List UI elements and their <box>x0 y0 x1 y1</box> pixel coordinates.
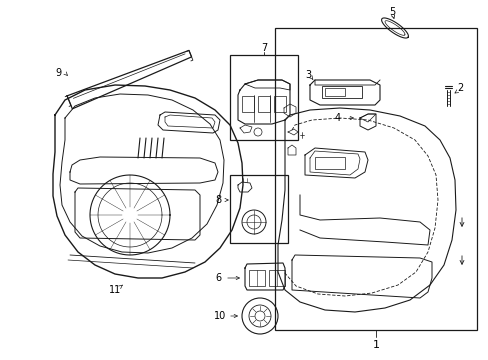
Bar <box>229 175 287 243</box>
Bar <box>258 96 269 112</box>
Bar <box>229 55 297 140</box>
Bar <box>273 96 285 112</box>
Text: 8: 8 <box>215 195 221 205</box>
Bar <box>321 86 361 98</box>
Text: 3: 3 <box>305 70 310 80</box>
Bar <box>325 88 345 96</box>
Bar <box>242 96 253 112</box>
Text: 7: 7 <box>260 43 266 53</box>
Text: 10: 10 <box>213 311 225 321</box>
Text: 2: 2 <box>456 83 462 93</box>
Bar <box>268 270 285 286</box>
Text: 9: 9 <box>55 68 61 78</box>
Text: 1: 1 <box>372 340 379 350</box>
Bar <box>314 157 345 169</box>
Bar <box>248 270 264 286</box>
Text: 11: 11 <box>109 285 121 295</box>
Bar <box>274 28 476 330</box>
Text: 5: 5 <box>388 7 394 17</box>
Text: 4: 4 <box>334 113 340 123</box>
Text: 6: 6 <box>215 273 221 283</box>
